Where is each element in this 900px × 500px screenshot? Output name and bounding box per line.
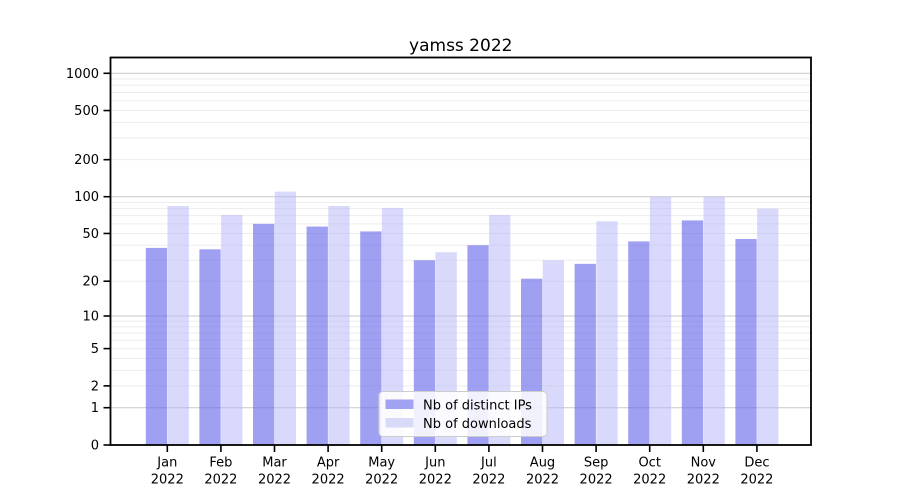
y-tick-label: 200 [74,153,99,168]
x-tick-label-month: Sep [584,456,609,471]
x-tick-label-year: 2022 [526,473,559,488]
x-tick-label-month: Jul [480,456,497,471]
x-tick-label-month: Jan [156,456,177,471]
legend: Nb of distinct IPs Nb of downloads [378,391,548,437]
x-tick-label-month: Dec [744,456,769,471]
y-tick-label: 5 [91,342,99,357]
bar-downloads-sep [596,221,618,445]
legend-label-distinct-ips: Nb of distinct IPs [423,399,532,414]
x-tick-label-year: 2022 [580,473,613,488]
y-tick-label: 20 [82,275,99,290]
x-tick-label-year: 2022 [633,473,666,488]
bar-distinct-ips-feb [199,249,221,445]
x-tick-label-month: Oct [638,456,660,471]
y-tick-label: 1000 [66,67,99,82]
x-tick-label-year: 2022 [204,473,237,488]
chart-title: yamss 2022 [409,36,512,56]
bar-downloads-nov [703,196,725,445]
x-tick-label-year: 2022 [151,473,184,488]
bar-downloads-feb [221,214,243,445]
bar-series [145,191,779,445]
legend-box [378,391,548,437]
bar-downloads-jul [489,214,511,445]
x-tick-label-month: Feb [209,456,232,471]
bar-distinct-ips-nov [681,220,704,445]
bar-distinct-ips-dec [735,239,757,445]
bar-downloads-oct [649,196,672,445]
y-tick-label: 1 [91,401,99,416]
bar-downloads-dec [757,208,779,445]
plot-border [109,56,812,446]
y-tick-label: 10 [82,309,99,324]
x-tick-label-year: 2022 [258,473,291,488]
x-tick-label-year: 2022 [419,473,452,488]
x-tick-label-year: 2022 [472,473,505,488]
y-tick-label: 0 [91,439,99,454]
x-tick-label-year: 2022 [312,473,345,488]
bar-downloads-aug [542,260,564,445]
bar-distinct-ips-oct [628,241,650,445]
x-tick-label-month: May [368,456,395,471]
legend-label-downloads: Nb of downloads [423,417,532,432]
x-axis-ticks: Jan 2022 Feb 2022 Mar 2022 Apr 2022 May 2022 Jun 20… [151,445,773,488]
y-tick-label: 100 [74,190,99,205]
y-tick-label: 500 [74,104,99,119]
bar-distinct-ips-mar [253,223,275,445]
x-tick-label-month: Mar [262,456,287,471]
legend-swatch-downloads [385,418,414,428]
x-tick-label-year: 2022 [365,473,398,488]
x-tick-label-year: 2022 [740,473,773,488]
y-tick-label: 2 [91,379,99,394]
bar-distinct-ips-sep [574,263,596,445]
x-tick-label-year: 2022 [687,473,720,488]
bar-downloads-mar [274,191,296,445]
x-tick-label-month: Jun [424,456,445,471]
x-tick-label-month: Aug [530,456,555,471]
x-tick-label-month: Apr [317,456,340,471]
bar-downloads-may [381,207,404,445]
bar-downloads-apr [328,205,350,445]
bar-distinct-ips-jan [145,247,168,445]
bar-downloads-jan [167,205,189,445]
legend-swatch-distinct-ips [385,399,414,409]
x-tick-label-month: Nov [691,456,717,471]
y-tick-label: 50 [82,227,99,242]
bar-distinct-ips-apr [306,226,328,445]
bar-distinct-ips-may [360,231,382,445]
